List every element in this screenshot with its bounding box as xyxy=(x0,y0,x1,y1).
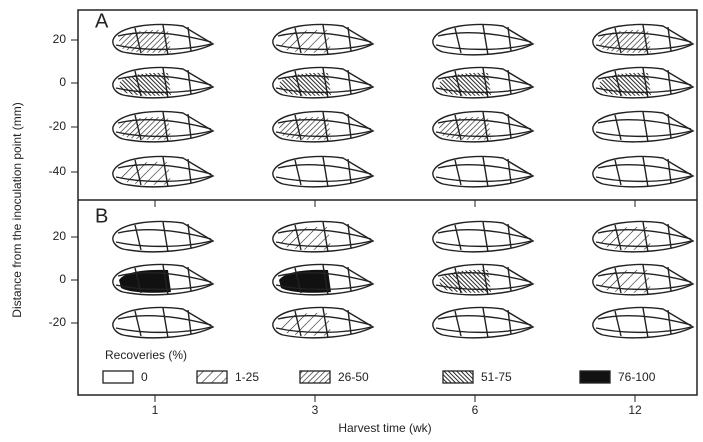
legend-swatch xyxy=(300,371,330,383)
legend-swatch xyxy=(197,371,227,383)
glyph xyxy=(113,308,213,338)
glyph xyxy=(273,222,373,252)
legend-title: Recoveries (%) xyxy=(105,348,187,362)
legend-label: 1-25 xyxy=(235,370,259,384)
glyph xyxy=(593,265,693,295)
glyph-line xyxy=(615,308,671,338)
glyph xyxy=(273,68,373,98)
glyph xyxy=(273,265,373,295)
glyph-line xyxy=(436,241,531,246)
glyph xyxy=(433,308,533,338)
glyph xyxy=(593,68,693,98)
y-tick-label: 0 xyxy=(59,75,66,89)
legend-swatch xyxy=(580,371,610,383)
y-axis-label: Distance from the inoculation point (mm) xyxy=(10,102,24,317)
legend-label: 0 xyxy=(141,370,148,384)
glyph-line xyxy=(116,327,211,332)
glyph-line xyxy=(455,25,511,55)
glyph xyxy=(593,25,693,55)
glyph xyxy=(593,157,693,187)
glyph-outline xyxy=(113,222,213,252)
glyph-line xyxy=(276,176,371,181)
glyph xyxy=(433,222,533,252)
glyph xyxy=(113,68,213,98)
glyph-line xyxy=(135,222,191,252)
glyph-outline xyxy=(593,308,693,338)
glyph xyxy=(113,265,213,295)
legend-label: 76-100 xyxy=(618,370,656,384)
glyph-line xyxy=(455,308,511,338)
x-tick-label: 12 xyxy=(628,403,642,417)
glyph-outline xyxy=(113,308,213,338)
glyph-outline xyxy=(433,157,533,187)
glyph xyxy=(433,68,533,98)
glyph-line xyxy=(615,157,671,187)
legend-swatch xyxy=(103,371,133,383)
glyph xyxy=(593,112,693,142)
glyph-line xyxy=(135,308,191,338)
y-tick-label: -20 xyxy=(49,119,67,133)
glyph xyxy=(433,112,533,142)
glyph-outline xyxy=(593,112,693,142)
y-tick-label: -40 xyxy=(49,164,67,178)
glyph-line xyxy=(436,176,531,181)
glyph-outline xyxy=(593,157,693,187)
panel-label: B xyxy=(95,205,108,227)
glyph xyxy=(433,25,533,55)
legend-swatch xyxy=(443,371,473,383)
glyph-line xyxy=(436,44,531,49)
glyph-outline xyxy=(433,222,533,252)
x-tick-label: 1 xyxy=(152,403,159,417)
glyph-line xyxy=(455,157,511,187)
glyph xyxy=(113,157,213,187)
glyph xyxy=(273,112,373,142)
glyph-line xyxy=(455,222,511,252)
glyph xyxy=(273,25,373,55)
glyph xyxy=(593,308,693,338)
x-tick-label: 3 xyxy=(312,403,319,417)
glyph xyxy=(113,222,213,252)
legend-label: 26-50 xyxy=(338,370,369,384)
x-axis-label: Harvest time (wk) xyxy=(338,421,431,435)
glyph-line xyxy=(295,157,351,187)
glyph xyxy=(593,222,693,252)
y-tick-label: 20 xyxy=(53,32,67,46)
y-tick-label: -20 xyxy=(49,315,67,329)
page: Distance from the inoculation point (mm)… xyxy=(0,0,703,442)
glyph-line xyxy=(116,241,211,246)
glyph-outline xyxy=(273,157,373,187)
glyph-line xyxy=(596,131,691,136)
y-tick-label: 0 xyxy=(59,272,66,286)
x-tick-label: 6 xyxy=(472,403,479,417)
glyph-outline xyxy=(433,25,533,55)
y-tick-label: 20 xyxy=(53,229,67,243)
glyph xyxy=(273,308,373,338)
glyph xyxy=(113,25,213,55)
glyph-line xyxy=(436,327,531,332)
legend-label: 51-75 xyxy=(481,370,512,384)
glyph-line xyxy=(596,327,691,332)
glyph xyxy=(113,112,213,142)
glyph xyxy=(273,157,373,187)
glyph xyxy=(433,265,533,295)
panel-label: A xyxy=(95,10,109,32)
figure: Distance from the inoculation point (mm)… xyxy=(0,0,703,437)
glyph-line xyxy=(615,112,671,142)
glyph xyxy=(433,157,533,187)
glyph-line xyxy=(596,176,691,181)
glyph-outline xyxy=(433,308,533,338)
